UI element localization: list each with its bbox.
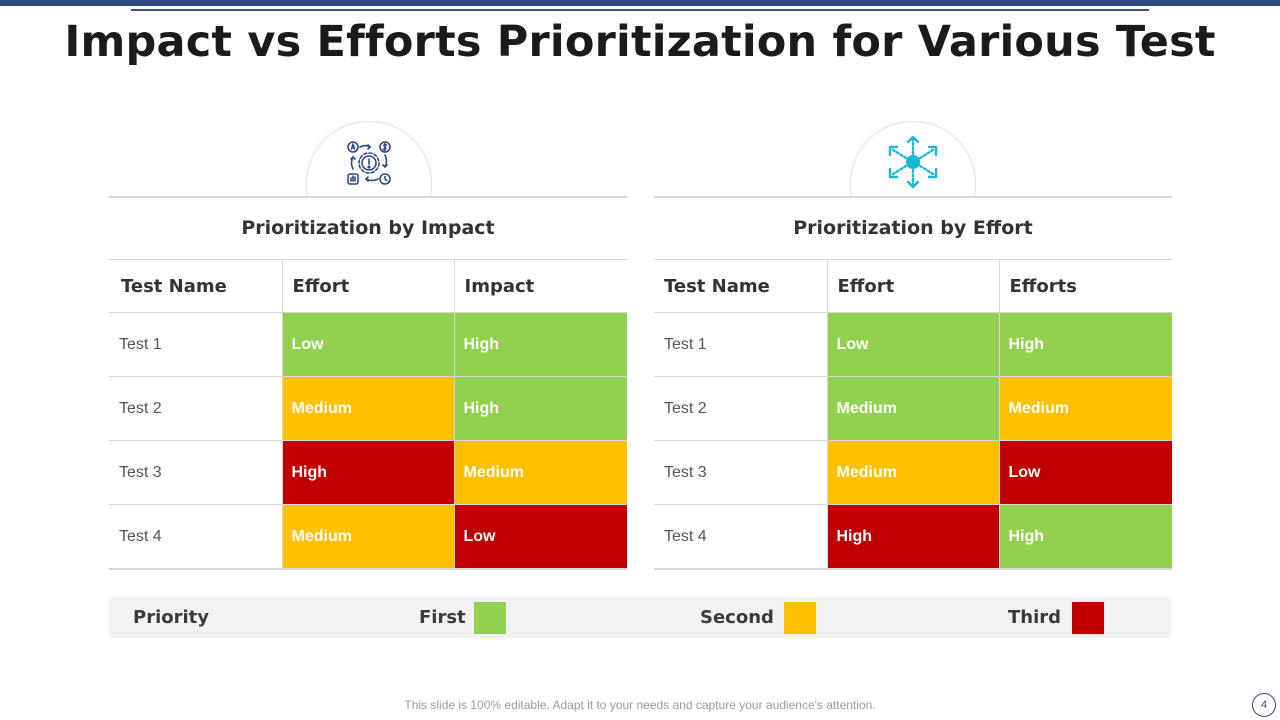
effort-level-cell: Medium [282, 504, 455, 570]
table-row: Test 1 Low High [109, 312, 627, 377]
table-row: Test 4 High High [654, 504, 1172, 570]
page-number: 4 [1252, 693, 1276, 717]
effort-level-cell: High [282, 440, 455, 505]
impact-level-cell: Low [454, 504, 627, 570]
table-row: Test 2 Medium Medium [654, 376, 1172, 441]
efforts-level-cell: High [999, 504, 1172, 570]
effort-table: Test Name Effort Efforts Test 1 Low High… [654, 260, 1172, 570]
column-header-test-name: Test Name [109, 260, 283, 313]
test-name-cell: Test 4 [109, 504, 283, 570]
legend-swatch-second [784, 602, 816, 634]
impact-panel: Prioritization by Impact Test Name Effor… [109, 196, 627, 570]
impact-level-cell: High [454, 376, 627, 441]
priority-legend: Priority First Second Third [109, 597, 1171, 638]
column-header-test-name: Test Name [654, 260, 828, 313]
effort-level-cell: Low [827, 312, 1000, 377]
efforts-level-cell: High [999, 312, 1172, 377]
column-header-impact: Impact [454, 260, 627, 313]
effort-level-cell: Low [282, 312, 455, 377]
column-header-effort: Effort [827, 260, 1000, 313]
legend-label-second: Second [700, 607, 774, 628]
test-name-cell: Test 2 [109, 376, 283, 441]
legend-swatch-third [1072, 602, 1104, 634]
test-name-cell: Test 3 [109, 440, 283, 505]
effort-icon-badge [850, 121, 976, 196]
legend-label-first: First [419, 607, 466, 628]
effort-panel: Prioritization by Effort Test Name Effor… [654, 196, 1172, 570]
slide-title: Impact vs Efforts Prioritization for Var… [64, 17, 1216, 67]
legend-label-third: Third [1008, 607, 1062, 628]
footer-note: This slide is 100% editable. Adapt it to… [404, 698, 876, 712]
impact-level-cell: High [454, 312, 627, 377]
impact-level-cell: Medium [454, 440, 627, 505]
test-name-cell: Test 1 [654, 312, 828, 377]
column-header-efforts: Efforts [999, 260, 1172, 313]
title-rule [131, 9, 1149, 11]
table-row: Test 3 Medium Low [654, 440, 1172, 505]
efforts-level-cell: Low [999, 440, 1172, 505]
effort-level-cell: High [827, 504, 1000, 570]
table-row: Test 4 Medium Low [109, 504, 627, 570]
effort-level-cell: Medium [827, 376, 1000, 441]
efforts-level-cell: Medium [999, 376, 1172, 441]
effort-level-cell: Medium [827, 440, 1000, 505]
table-header-row: Test Name Effort Impact [109, 260, 627, 313]
test-name-cell: Test 1 [109, 312, 283, 377]
table-row: Test 3 High Medium [109, 440, 627, 505]
top-accent-bar [0, 0, 1280, 6]
effort-level-cell: Medium [282, 376, 455, 441]
test-name-cell: Test 4 [654, 504, 828, 570]
column-header-effort: Effort [282, 260, 455, 313]
impact-panel-heading: Prioritization by Impact [109, 196, 627, 260]
table-header-row: Test Name Effort Efforts [654, 260, 1172, 313]
impact-table: Test Name Effort Impact Test 1 Low High … [109, 260, 627, 570]
legend-swatch-first [474, 602, 506, 634]
test-name-cell: Test 3 [654, 440, 828, 505]
table-row: Test 2 Medium High [109, 376, 627, 441]
table-row: Test 1 Low High [654, 312, 1172, 377]
effort-panel-heading: Prioritization by Effort [654, 196, 1172, 260]
gear-dollar-cycle-icon [347, 141, 391, 185]
impact-icon-badge [306, 121, 432, 196]
network-arrows-icon [888, 135, 938, 189]
legend-title: Priority [133, 607, 209, 628]
test-name-cell: Test 2 [654, 376, 828, 441]
